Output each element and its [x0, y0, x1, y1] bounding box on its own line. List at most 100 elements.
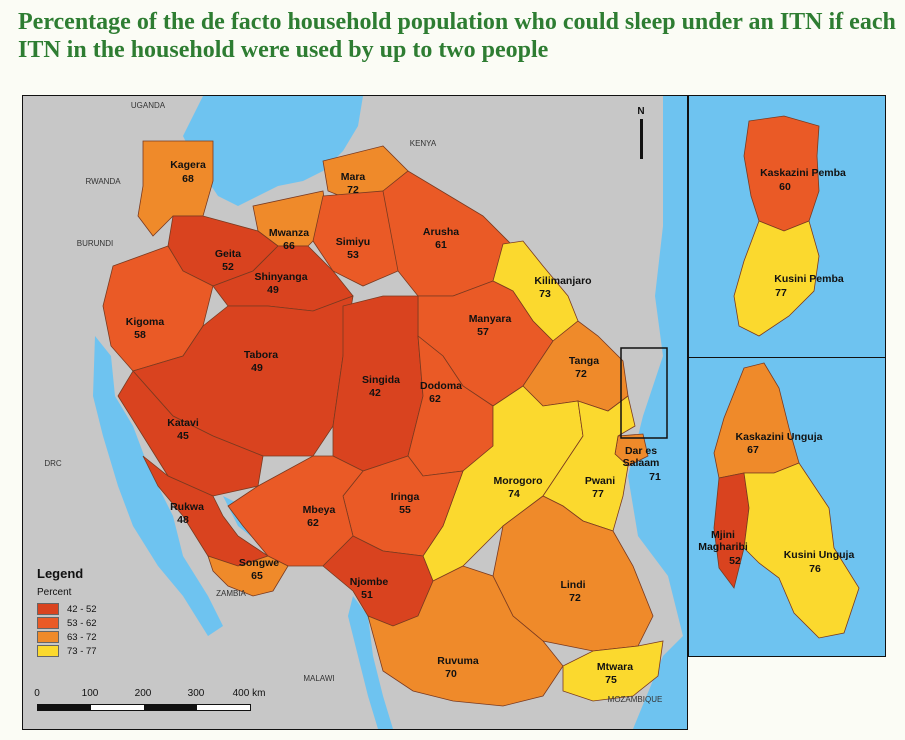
label-tabora-name: Tabora [244, 349, 278, 361]
label-mwanza-name: Mwanza [269, 227, 309, 239]
label-rukwa-name: Rukwa [170, 501, 204, 513]
label-njombe-name: Njombe [350, 576, 389, 588]
country-drc: DRC [44, 459, 62, 468]
label-kusini-unguja-value: 76 [809, 563, 821, 575]
label-simiyu-name: Simiyu [336, 236, 370, 248]
label-mbeya-name: Mbeya [303, 504, 336, 516]
label-songwe-name: Songwe [239, 557, 279, 569]
label-ruvuma-name: Ruvuma [437, 655, 479, 667]
zanzibar-locator-box [620, 347, 668, 439]
label-mara-name: Mara [341, 171, 366, 183]
unguja-map-svg: Kaskazini Unguja 67 Mjini Magharibi 52 Ku… [698, 362, 860, 639]
label-kilimanjaro-value: 73 [539, 288, 551, 300]
label-dodoma-name: Dodoma [420, 380, 462, 392]
legend-swatch [37, 645, 59, 657]
map-title: Percentage of the de facto household pop… [18, 9, 896, 63]
label-simiyu-value: 53 [347, 249, 359, 261]
legend-item: 73 - 77 [37, 644, 157, 658]
region-mtwara [562, 640, 664, 702]
label-kusini-pemba-value: 77 [775, 287, 787, 299]
legend-title: Legend [37, 566, 84, 581]
label-katavi-value: 45 [177, 430, 189, 442]
label-geita-name: Geita [215, 248, 241, 260]
inset-unguja: Kaskazini Unguja 67 Mjini Magharibi 52 Ku… [688, 357, 886, 657]
legend-swatch [37, 617, 59, 629]
label-arusha-value: 61 [435, 239, 447, 251]
country-kenya: KENYA [410, 139, 437, 148]
indian-ocean [628, 96, 687, 729]
legend-subtitle: Percent [37, 587, 72, 598]
label-njombe-value: 51 [361, 589, 373, 601]
label-lindi-name: Lindi [560, 579, 585, 591]
label-mjini-magharibi-value: 52 [729, 555, 741, 567]
region-songwe [207, 555, 289, 597]
label-mtwara-value: 75 [605, 674, 617, 686]
region-kaskazini-unguja [713, 362, 800, 479]
label-morogoro-value: 74 [508, 488, 520, 500]
label-kaskazini-pemba-value: 60 [779, 181, 791, 193]
label-dodoma-value: 62 [429, 393, 441, 405]
label-kigoma-name: Kigoma [126, 316, 165, 328]
label-singida-value: 42 [369, 387, 381, 399]
country-zambia: ZAMBIA [216, 589, 246, 598]
tanzania-map-svg: Kagera 68 Mara 72 Mwanza 66 Simiyu 53 Ar… [44, 96, 687, 729]
label-morogoro-name: Morogoro [494, 475, 543, 487]
pemba-map-svg: Kaskazini Pemba 60 Kusini Pemba 77 [733, 115, 846, 337]
north-arrow: N [631, 106, 651, 166]
label-dar-value: 71 [649, 471, 661, 483]
label-iringa-name: Iringa [391, 491, 420, 503]
label-iringa-value: 55 [399, 504, 411, 516]
legend-label: 63 - 72 [67, 631, 97, 643]
label-kaskazini-unguja-value: 67 [747, 444, 759, 456]
label-mjini-magharibi-name: Mjini Magharibi [698, 529, 748, 553]
label-mwanza-value: 66 [283, 240, 295, 252]
label-geita-value: 52 [222, 261, 234, 273]
label-tanga-value: 72 [575, 368, 587, 380]
country-malawi: MALAWI [303, 674, 334, 683]
lake-victoria [183, 96, 363, 206]
scale-bar-graphic [37, 704, 251, 711]
region-kusini-unguja [743, 462, 860, 639]
country-uganda: UGANDA [131, 101, 166, 110]
north-arrow-shaft [639, 119, 643, 159]
label-tabora-value: 49 [251, 362, 263, 374]
scale-tick: 100 [81, 688, 99, 699]
label-kusini-pemba-name: Kusini Pemba [774, 273, 844, 285]
label-kaskazini-unguja-name: Kaskazini Unguja [736, 431, 823, 443]
label-manyara-value: 57 [477, 326, 489, 338]
label-tanga-name: Tanga [569, 355, 599, 367]
region-ruvuma [367, 565, 564, 707]
scale-tick: 400 km [232, 688, 266, 699]
label-kagera-name: Kagera [170, 159, 206, 171]
main-map: Kagera 68 Mara 72 Mwanza 66 Simiyu 53 Ar… [22, 95, 688, 730]
scale-tick: 300 [187, 688, 205, 699]
country-mozambique: MOZAMBIQUE [608, 695, 663, 704]
scale-tick: 0 [34, 688, 40, 699]
label-mara-value: 72 [347, 184, 359, 196]
label-shinyanga-value: 49 [267, 284, 279, 296]
label-kusini-unguja-name: Kusini Unguja [784, 549, 855, 561]
legend-swatch [37, 631, 59, 643]
legend-item: 42 - 52 [37, 602, 157, 616]
label-mbeya-value: 62 [307, 517, 319, 529]
legend-label: 42 - 52 [67, 603, 97, 615]
lake-nyasa [348, 596, 393, 729]
label-katavi-name: Katavi [167, 417, 199, 429]
legend-item: 63 - 72 [37, 630, 157, 644]
inset-pemba: Kaskazini Pemba 60 Kusini Pemba 77 [688, 95, 886, 359]
label-singida-name: Singida [362, 374, 400, 386]
label-manyara-name: Manyara [469, 313, 512, 325]
legend-label: 53 - 62 [67, 617, 97, 629]
label-mtwara-name: Mtwara [597, 661, 633, 673]
label-kaskazini-pemba-name: Kaskazini Pemba [760, 167, 846, 179]
label-rukwa-value: 48 [177, 514, 189, 526]
legend: Legend Percent 42 - 52 53 - 62 63 - 72 7… [37, 566, 157, 658]
country-rwanda: RWANDA [85, 177, 121, 186]
scale-ticks: 0 100 200 300 400 km [34, 688, 287, 702]
scale-tick: 200 [134, 688, 152, 699]
label-kagera-value: 68 [182, 173, 194, 185]
label-dar-name: Dar es Salaam [623, 445, 660, 469]
label-arusha-name: Arusha [423, 226, 459, 238]
label-shinyanga-name: Shinyanga [254, 271, 307, 283]
north-label: N [637, 106, 645, 117]
